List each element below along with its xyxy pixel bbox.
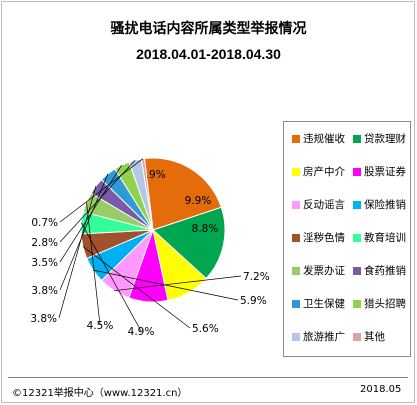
leader-line-8 <box>81 222 142 332</box>
legend-label-6: 保险推销 <box>364 199 406 211</box>
data-label-12: 3.5% <box>31 257 58 269</box>
legend-swatch-5 <box>292 201 300 209</box>
legend-label-3: 房产中介 <box>303 166 345 178</box>
data-label-6: 5.9% <box>240 295 267 307</box>
pie-slice-2 <box>152 206 226 280</box>
legend-swatch-3 <box>292 168 300 176</box>
data-label-10: 3.8% <box>30 313 57 325</box>
legend-label-14: 其他 <box>364 331 385 343</box>
data-label-7: 5.6% <box>192 323 219 335</box>
data-label-4: 8.8% <box>192 223 219 235</box>
legend-label-2: 贷款理财 <box>364 133 406 145</box>
legend-swatch-1 <box>292 135 300 143</box>
legend-swatch-2 <box>353 135 361 143</box>
legend-label-8: 教育培训 <box>364 232 406 244</box>
legend-swatch-6 <box>353 201 361 209</box>
legend-label-11: 卫生保健 <box>303 298 345 310</box>
legend-swatch-11 <box>292 300 300 308</box>
chart-title: 骚扰电话内容所属类型举报情况 <box>110 21 307 37</box>
data-label-14: 0.7% <box>31 217 58 229</box>
legend-swatch-13 <box>292 333 300 341</box>
data-label-5: 7.2% <box>243 271 270 283</box>
legend-label-1: 违规催收 <box>303 133 345 145</box>
legend-label-7: 淫秽色情 <box>303 232 345 244</box>
pie-slice-1 <box>143 157 222 231</box>
legend-label-9: 发票办证 <box>303 265 345 277</box>
legend-swatch-8 <box>353 234 361 242</box>
legend-label-13: 旅游推广 <box>303 331 345 343</box>
legend-swatch-4 <box>353 168 361 176</box>
leader-line-7 <box>82 246 191 329</box>
legend-swatch-7 <box>292 234 300 242</box>
footer-source: ©12321举报中心（www.12321.cn） <box>12 388 188 399</box>
data-label-13: 2.8% <box>31 237 58 249</box>
legend-swatch-14 <box>353 333 361 341</box>
chart-subtitle: 2018.04.01-2018.04.30 <box>136 46 281 62</box>
leader-line-12 <box>59 164 123 263</box>
leader-line-5 <box>114 275 242 292</box>
leader-line-6 <box>93 269 239 301</box>
leader-line-9 <box>86 202 101 326</box>
legend-label-10: 食药推销 <box>364 265 406 277</box>
pie-slice-14 <box>140 157 154 231</box>
legend-swatch-10 <box>353 267 361 275</box>
legend-label-5: 反动谣言 <box>303 199 345 211</box>
leader-line-14 <box>59 158 144 223</box>
legend-label-12: 猎头招聘 <box>364 298 406 310</box>
leader-line-11 <box>59 173 109 291</box>
footer-divider <box>8 377 408 378</box>
data-label-9: 4.5% <box>87 320 114 332</box>
data-label-3: 9.9% <box>185 195 212 207</box>
legend-label-4: 股票证券 <box>364 166 406 178</box>
leader-line-10 <box>58 186 97 319</box>
footer-date: 2018.05 <box>360 384 402 395</box>
data-label-8: 4.9% <box>128 326 155 338</box>
legend-swatch-9 <box>292 267 300 275</box>
data-label-11: 3.8% <box>31 285 58 297</box>
chart-legend: 违规催收 贷款理财房产中介 股票证券反动谣言 保险推销淫秽色情 教育培训发票办证 食药推销… <box>283 121 411 357</box>
legend-swatch-12 <box>353 300 361 308</box>
